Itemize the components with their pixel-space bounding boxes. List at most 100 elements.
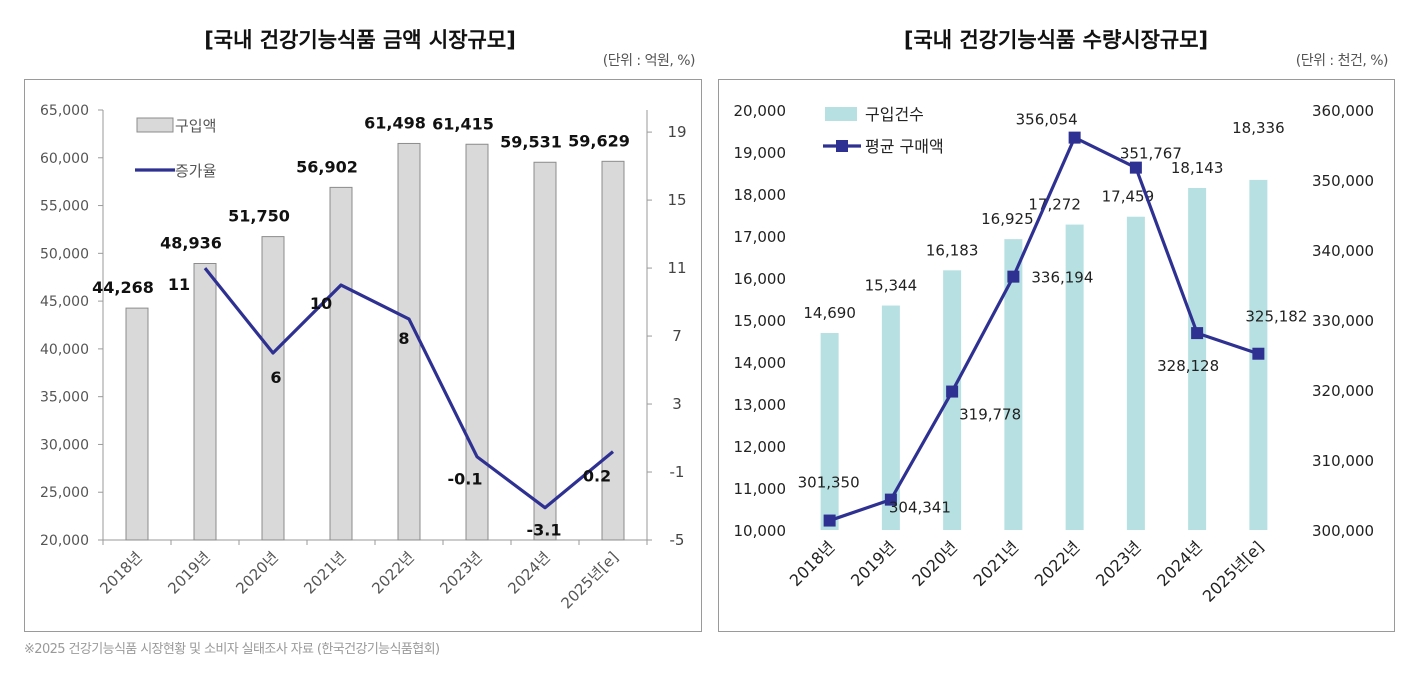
line-marker	[1191, 327, 1204, 340]
y-left-tick-label: 50,000	[40, 246, 89, 262]
bar-value-label: 16,183	[926, 241, 979, 259]
x-tick-label: 2019년	[847, 537, 900, 590]
line-marker	[1129, 161, 1142, 174]
y-left-tick-label: 10,000	[734, 522, 787, 540]
chart2-unit: (단위 : 천건, %)	[1295, 53, 1389, 69]
y-right-tick-label: 340,000	[1312, 242, 1374, 260]
bar-purchase-amount	[601, 160, 625, 541]
bar-value-label: 61,498	[364, 113, 426, 132]
y-left-tick-label: 17,000	[734, 228, 787, 246]
y-right-tick-label: 11	[667, 259, 686, 277]
y-right-tick-label: 330,000	[1312, 312, 1374, 330]
bar-purchase-count	[881, 305, 900, 530]
line-growth-rate	[203, 267, 615, 510]
x-tick-label: 2024년	[1153, 537, 1206, 590]
y-right-tick-label: -5	[670, 531, 685, 549]
chart1-unit: (단위 : 억원, %)	[602, 53, 696, 69]
growth-rate-label: 8	[398, 329, 409, 348]
bar-purchase-count	[820, 333, 839, 530]
bar-purchase-amount	[533, 161, 557, 541]
bar-purchase-amount	[193, 263, 217, 541]
y-left-tick-label: 18,000	[734, 186, 787, 204]
bar-purchase-amount	[329, 186, 353, 541]
x-tick-label: 2025년[e]	[1199, 537, 1267, 605]
growth-rate-label: 0.2	[583, 467, 611, 486]
y-left-tick-label: 65,000	[40, 103, 89, 119]
x-tick-label: 2018년	[96, 548, 145, 597]
line-marker	[946, 385, 959, 398]
average-purchase-label: 356,054	[1016, 111, 1078, 129]
bar-value-label: 14,690	[803, 304, 856, 322]
line-marker	[1252, 347, 1265, 360]
y-left-tick-label: 60,000	[40, 151, 89, 167]
y-left-tick-label: 25,000	[40, 485, 89, 501]
bar-purchase-count	[1188, 187, 1207, 530]
average-purchase-label: 319,778	[959, 406, 1021, 424]
chart1-title: [국내 건강기능식품 금액 시장규모]	[204, 28, 516, 52]
x-tick-label: 2023년	[436, 548, 485, 597]
y-left-tick-label: 15,000	[734, 312, 787, 330]
chart2-title: [국내 건강기능식품 수량시장규모]	[903, 28, 1209, 52]
legend-line-label: 증가율	[175, 162, 216, 180]
y-left-tick-label: 30,000	[40, 437, 89, 453]
source-note: ※2025 건강기능식품 시장현황 및 소비자 실태조사 자료 (한국건강기능식…	[24, 642, 440, 657]
x-tick-label: 2020년	[232, 548, 281, 597]
bar-value-label: 61,415	[432, 114, 494, 133]
y-right-tick-label: -1	[670, 463, 685, 481]
x-tick-label: 2021년	[300, 548, 349, 597]
bar-value-label: 17,272	[1028, 196, 1081, 214]
x-tick-label: 2022년	[368, 548, 417, 597]
x-tick-label: 2022년	[1031, 537, 1084, 590]
y-left-tick-label: 13,000	[734, 396, 787, 414]
y-left-tick-label: 40,000	[40, 342, 89, 358]
x-tick-label: 2021년	[970, 537, 1023, 590]
x-tick-label: 2025년[e]	[558, 548, 622, 612]
y-right-tick-label: 7	[672, 327, 682, 345]
y-right-tick-label: 15	[667, 191, 686, 209]
chart1-plot: 20,000 25,000 30,000 35,000 40,000 45,000 50,0…	[40, 103, 687, 612]
y-left-tick-label: 55,000	[40, 199, 89, 215]
bar-value-label: 59,629	[568, 131, 630, 150]
average-purchase-label: 325,182	[1245, 308, 1307, 326]
bar-value-label: 51,750	[228, 207, 290, 226]
chart2-frame: 10,000 11,000 12,000 13,000 14,000 15,000 16,0…	[718, 79, 1395, 632]
bar-purchase-amount	[465, 143, 489, 541]
y-left-tick-label: 12,000	[734, 438, 787, 456]
growth-rate-label: -3.1	[527, 521, 562, 540]
bar-purchase-count	[1004, 239, 1023, 530]
bar-purchase-count	[1065, 224, 1084, 531]
bar-value-label: 15,344	[865, 277, 918, 295]
growth-rate-label: 10	[310, 294, 332, 313]
bar-value-label: 44,268	[92, 278, 154, 297]
y-left-tick-label: 45,000	[40, 294, 89, 310]
y-right-tick-label: 3	[672, 395, 682, 413]
growth-rate-label: 6	[270, 368, 281, 387]
y-right-tick-label: 320,000	[1312, 382, 1374, 400]
bar-purchase-amount	[125, 307, 149, 541]
legend-line-label: 평균 구매액	[865, 137, 944, 156]
bar-value-label: 17,459	[1102, 188, 1155, 206]
line-marker	[1068, 131, 1081, 144]
growth-rate-label: -0.1	[448, 470, 483, 489]
legend-bar-label: 구입건수	[865, 105, 924, 124]
chart1-frame: 20,000 25,000 30,000 35,000 40,000 45,000 50,0…	[24, 79, 702, 632]
y-left-tick-label: 19,000	[734, 144, 787, 162]
average-purchase-label: 301,350	[798, 474, 860, 492]
x-tick-label: 2024년	[504, 548, 553, 597]
y-right-tick-label: 310,000	[1312, 452, 1374, 470]
bar-purchase-count	[943, 270, 962, 530]
x-tick-label: 2023년	[1092, 537, 1145, 590]
bar-value-label: 18,336	[1232, 119, 1285, 137]
average-purchase-label: 336,194	[1031, 269, 1093, 287]
average-purchase-label: 328,128	[1157, 357, 1219, 375]
y-right-tick-label: 300,000	[1312, 522, 1374, 540]
legend-line-marker	[836, 140, 848, 152]
line-marker	[884, 493, 897, 506]
legend-bar-label: 구입액	[175, 117, 216, 135]
x-tick-label: 2020년	[908, 537, 961, 590]
y-right-tick-label: 360,000	[1312, 102, 1374, 120]
y-left-tick-label: 14,000	[734, 354, 787, 372]
x-tick-label: 2018년	[786, 537, 839, 590]
bar-purchase-count	[1126, 216, 1145, 531]
bar-value-label: 18,143	[1171, 159, 1224, 177]
